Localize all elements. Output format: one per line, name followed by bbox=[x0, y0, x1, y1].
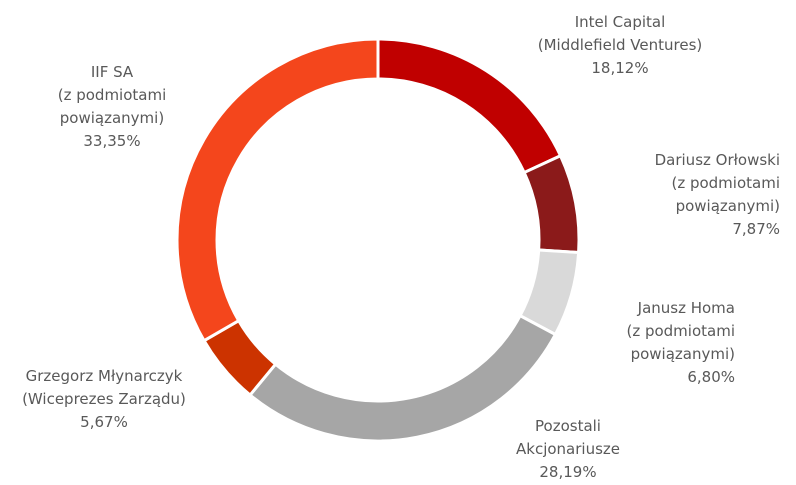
value-label: 7,87% bbox=[732, 220, 780, 238]
slice-label: Janusz Homa (z podmiotami powiązanymi) 6,80… bbox=[626, 299, 735, 386]
label-line: (z podmiotami bbox=[626, 322, 735, 340]
label-line: (Wiceprezes Zarządu) bbox=[22, 390, 186, 408]
donut-slice bbox=[175, 37, 380, 343]
slice-label: Dariusz Orłowski (z podmiotami powiązanymi… bbox=[655, 151, 780, 238]
label-line: IIF SA bbox=[91, 63, 134, 81]
value-label: 28,19% bbox=[539, 463, 596, 481]
label-line: Grzegorz Młynarczyk bbox=[26, 367, 183, 385]
label-line: Janusz Homa bbox=[637, 299, 735, 317]
value-label: 33,35% bbox=[83, 132, 140, 150]
label-line: Pozostali bbox=[535, 417, 601, 435]
value-label: 5,67% bbox=[80, 413, 128, 431]
label-line: Dariusz Orłowski bbox=[655, 151, 780, 169]
label-line: (z podmiotami bbox=[58, 86, 167, 104]
donut-slice bbox=[376, 37, 563, 175]
slice-label: Grzegorz Młynarczyk (Wiceprezes Zarządu) 5… bbox=[22, 367, 186, 431]
slice-label: Intel Capital (Middlefield Ventures) 18,12… bbox=[538, 13, 703, 77]
label-line: Intel Capital bbox=[575, 13, 666, 31]
label-line: Akcjonariusze bbox=[516, 440, 620, 458]
label-line: (z podmiotami bbox=[671, 174, 780, 192]
label-line: powiązanymi) bbox=[631, 345, 735, 363]
slice-label: Pozostali Akcjonariusze 28,19% bbox=[516, 417, 620, 481]
slice-label: IIF SA (z podmiotami powiązanymi) 33,35% bbox=[58, 63, 167, 150]
value-label: 6,80% bbox=[687, 368, 735, 386]
label-line: (Middlefield Ventures) bbox=[538, 36, 703, 54]
label-line: powiązanymi) bbox=[676, 197, 780, 215]
value-label: 18,12% bbox=[591, 59, 648, 77]
donut-slice bbox=[522, 153, 581, 255]
label-line: powiązanymi) bbox=[60, 109, 164, 127]
donut-slice bbox=[247, 313, 558, 443]
